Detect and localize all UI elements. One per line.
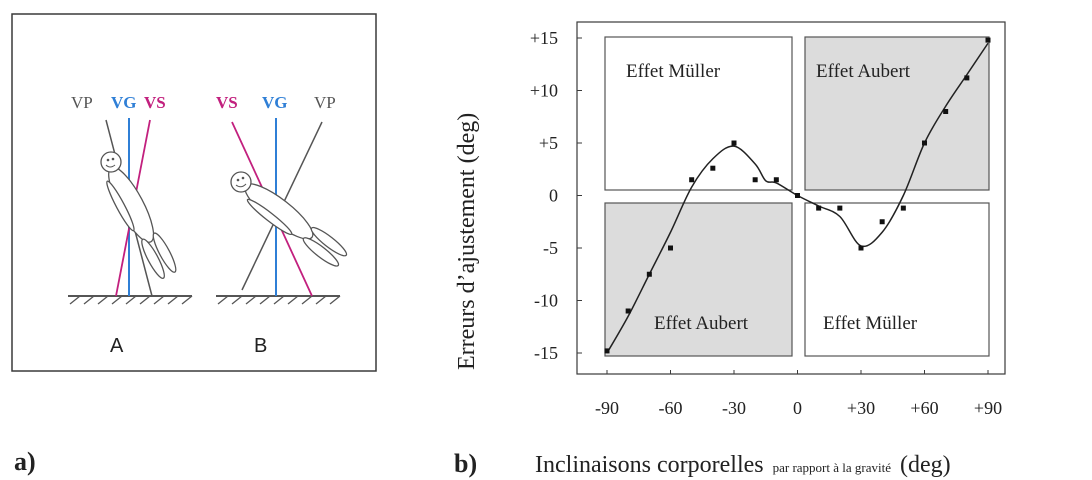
data-point (752, 177, 758, 183)
data-point (604, 348, 610, 354)
data-point (689, 177, 695, 183)
x-tick-label: -90 (595, 398, 619, 418)
eye-a2 (111, 157, 115, 161)
y-tick-label: +5 (539, 133, 558, 153)
data-points (604, 37, 991, 354)
x-tick-label: -30 (722, 398, 746, 418)
data-point (900, 205, 906, 211)
vp-label-a: VP (71, 93, 93, 112)
quadrant-label-bottom-left: Effet Aubert (654, 313, 749, 334)
y-tick-label: +10 (530, 81, 558, 101)
x-axis-label-small: par rapport à la gravité (773, 460, 892, 475)
y-tick-label: -15 (534, 343, 558, 363)
quadrant-label-top-right: Effet Aubert (816, 61, 911, 82)
person-b (230, 171, 348, 267)
y-axis-ticks: +15 +10 +5 0 -5 -10 -15 (530, 28, 582, 363)
vp-label-b: VP (314, 93, 336, 112)
person-a (100, 151, 177, 279)
ground-hatch-a (69, 295, 193, 305)
caption-b: B (254, 335, 267, 357)
vg-label-b: VG (262, 93, 288, 112)
data-point (773, 177, 779, 183)
x-tick-label: 0 (793, 398, 802, 418)
panel-b-label: b) (454, 449, 477, 478)
x-tick-label: -60 (659, 398, 683, 418)
panel-b: Erreurs d’ajustement (deg) Effet Müller … (454, 21, 1006, 478)
panel-a-label: a) (14, 447, 36, 476)
y-tick-label: 0 (549, 186, 558, 206)
vs-label-b: VS (216, 93, 238, 112)
panel-a: VP VG VS A (11, 13, 377, 476)
quadrant-label-bottom-right: Effet Müller (823, 313, 918, 334)
quadrant-top-right (804, 36, 990, 191)
y-tick-label: +15 (530, 28, 558, 48)
figure-b: VS VG VP B (216, 93, 348, 357)
x-tick-label: +60 (910, 398, 938, 418)
data-point (668, 245, 673, 251)
data-point (731, 140, 737, 146)
caption-a: A (110, 335, 124, 357)
panel-a-frame (11, 13, 377, 372)
quadrant-label-top-left: Effet Müller (626, 61, 721, 82)
y-tick-label: -5 (543, 238, 558, 258)
data-point (816, 205, 822, 211)
vg-label-a: VG (111, 93, 137, 112)
eye-b1 (236, 178, 240, 182)
data-point (646, 271, 652, 277)
quadrant-bottom-right (804, 202, 990, 357)
mouth-a (105, 164, 116, 168)
data-point (795, 193, 800, 198)
quadrant-top-left (604, 36, 793, 191)
eye-a1 (106, 158, 110, 162)
data-point (943, 109, 949, 114)
data-point (922, 140, 927, 146)
data-point (710, 165, 716, 171)
data-point (879, 219, 885, 225)
x-axis-ticks: -90 -60 -30 0 +30 +60 +90 (595, 370, 1002, 418)
data-point (837, 205, 843, 211)
y-tick-label: -10 (534, 291, 558, 311)
vs-label-a: VS (144, 93, 166, 112)
x-axis-label: Inclinaisons corporelles par rapport à l… (535, 452, 951, 478)
quadrant-bottom-left (604, 202, 793, 357)
mouth-b (235, 183, 247, 188)
data-point (625, 308, 631, 314)
y-axis-label: Erreurs d’ajustement (deg) (454, 113, 480, 370)
fit-curve (606, 42, 989, 354)
x-axis-label-unit: (deg) (900, 452, 951, 478)
data-point (964, 75, 970, 81)
ground-hatch-b (217, 295, 341, 305)
data-point (858, 245, 864, 251)
eye-b2 (241, 176, 245, 180)
data-point (985, 37, 991, 43)
x-axis-label-main: Inclinaisons corporelles (535, 452, 764, 478)
x-tick-label: +30 (847, 398, 875, 418)
figure-a: VP VG VS A (68, 93, 193, 357)
x-tick-label: +90 (974, 398, 1002, 418)
